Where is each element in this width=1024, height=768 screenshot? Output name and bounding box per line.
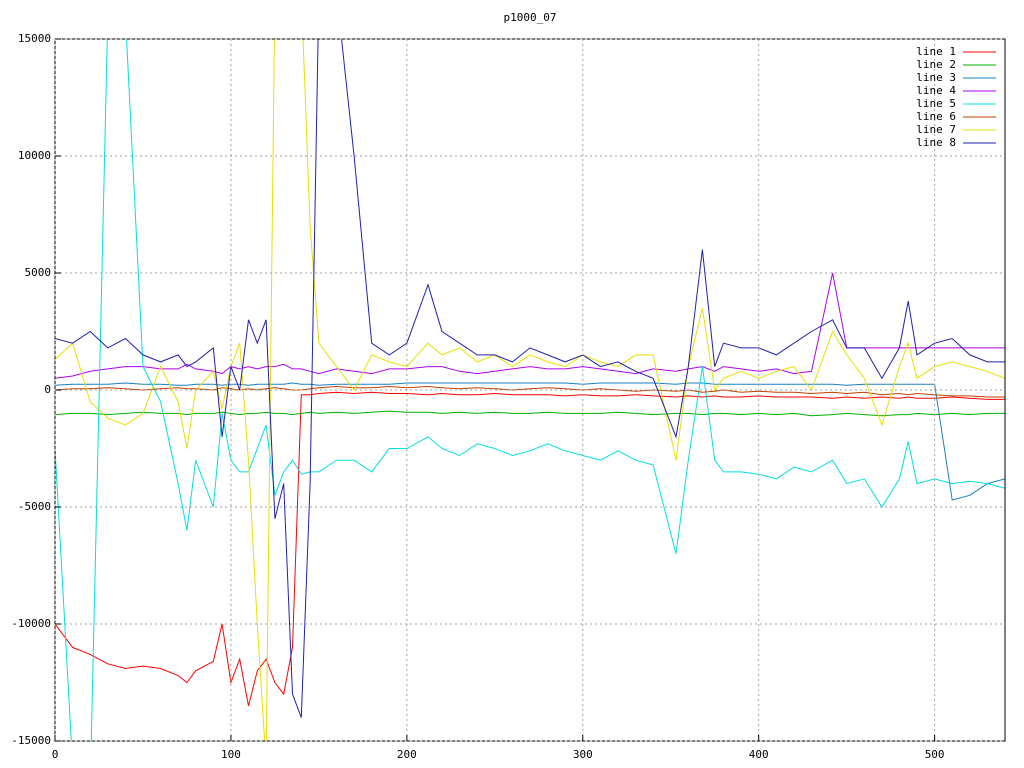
- legend-label: line 1: [916, 45, 956, 58]
- y-tick-label: -10000: [11, 617, 51, 630]
- x-tick-label: 300: [573, 748, 593, 761]
- x-tick-label: 100: [221, 748, 241, 761]
- legend-label: line 8: [916, 136, 956, 149]
- y-tick-label: -15000: [11, 734, 51, 747]
- x-tick-label: 200: [397, 748, 417, 761]
- data-line: [55, 391, 1005, 707]
- data-line: [55, 39, 1005, 741]
- legend-label: line 5: [916, 97, 956, 110]
- data-line: [55, 410, 1005, 417]
- x-tick-label: 400: [749, 748, 769, 761]
- x-tick-label: 0: [52, 748, 59, 761]
- x-tick-label: 500: [925, 748, 945, 761]
- data-line: [55, 272, 1005, 379]
- y-tick-label: -5000: [18, 500, 51, 513]
- y-tick-label: 0: [44, 383, 51, 396]
- legend-label: line 2: [916, 58, 956, 71]
- plot-lines: [55, 39, 1005, 741]
- legend-label: line 4: [916, 84, 956, 97]
- data-line: [55, 39, 1005, 718]
- legend-label: line 6: [916, 110, 956, 123]
- chart-title: p1000_07: [504, 11, 557, 24]
- legend-label: line 7: [916, 123, 956, 136]
- y-tick-label: 10000: [18, 149, 51, 162]
- y-tick-label: 5000: [25, 266, 52, 279]
- y-tick-label: 15000: [18, 32, 51, 45]
- legend-label: line 3: [916, 71, 956, 84]
- data-line: [55, 382, 1005, 501]
